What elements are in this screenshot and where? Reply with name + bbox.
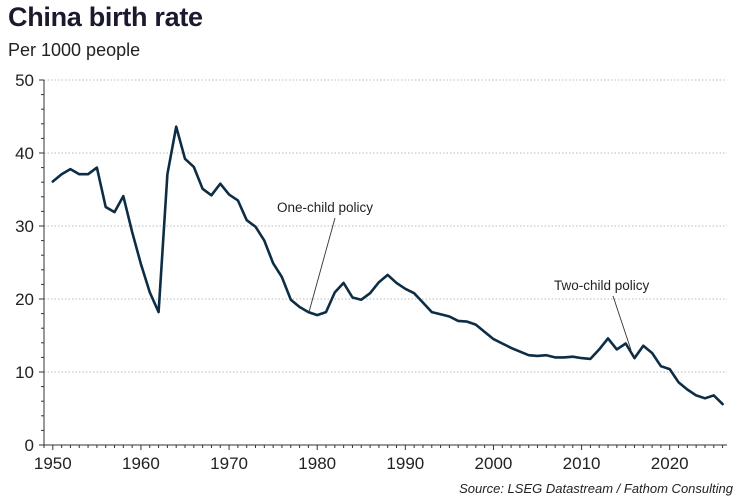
y-tick-label: 40 bbox=[15, 144, 34, 163]
axes bbox=[39, 79, 727, 450]
series-line bbox=[51, 125, 724, 406]
chart-subtitle: Per 1000 people bbox=[8, 40, 141, 60]
x-tick-label: 2000 bbox=[475, 454, 513, 473]
y-tick-label: 0 bbox=[25, 436, 34, 455]
x-tick-label: 1970 bbox=[210, 454, 248, 473]
y-tick-label: 10 bbox=[15, 363, 34, 382]
y-tick-label: 50 bbox=[15, 71, 34, 90]
x-tick-label: 1960 bbox=[122, 454, 160, 473]
series-lines bbox=[51, 125, 724, 406]
annotations: One-child policy Two-child policy bbox=[277, 200, 650, 351]
x-tick-label: 1950 bbox=[34, 454, 72, 473]
x-tick-label: 1980 bbox=[298, 454, 336, 473]
source-note: Source: LSEG Datastream / Fathom Consult… bbox=[459, 481, 733, 496]
x-tick-label: 1990 bbox=[386, 454, 424, 473]
x-tick-label: 2010 bbox=[563, 454, 601, 473]
annotation-leader-line bbox=[612, 295, 632, 351]
y-tick-label: 20 bbox=[15, 290, 34, 309]
annotation-label: One-child policy bbox=[277, 200, 373, 215]
chart-title: China birth rate bbox=[8, 2, 203, 32]
y-tick-label: 30 bbox=[15, 217, 34, 236]
annotation-leader-line bbox=[308, 217, 336, 313]
annotation-label: Two-child policy bbox=[554, 278, 650, 293]
tick-labels: 0 10 20 30 40 50 1950 1960 1970 1980 1990 2000 2010 2… bbox=[15, 71, 689, 473]
x-tick-label: 2020 bbox=[651, 454, 689, 473]
gridlines bbox=[44, 79, 727, 373]
